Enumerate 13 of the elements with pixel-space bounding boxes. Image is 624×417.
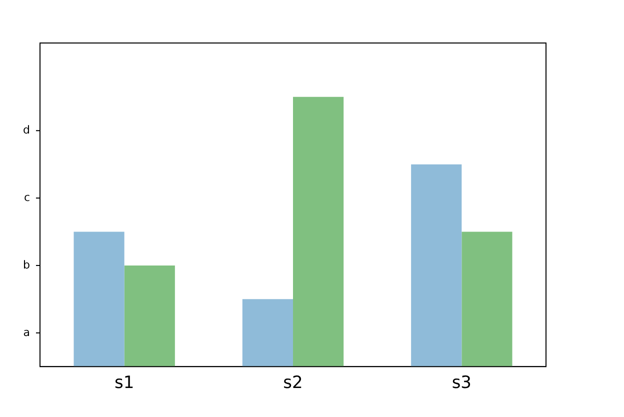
bar: [124, 265, 175, 367]
x-tick-label: s2: [283, 373, 303, 394]
bar: [242, 299, 293, 367]
bar: [462, 232, 512, 367]
bar: [411, 164, 462, 367]
text: a: [23, 326, 30, 339]
x-tick-label: s3: [452, 373, 472, 394]
bar: [74, 232, 124, 367]
bar: [293, 96, 344, 367]
text: c: [24, 190, 30, 204]
x-tick-label: s1: [114, 373, 134, 394]
text: b: [23, 258, 30, 272]
text: d: [23, 124, 30, 136]
